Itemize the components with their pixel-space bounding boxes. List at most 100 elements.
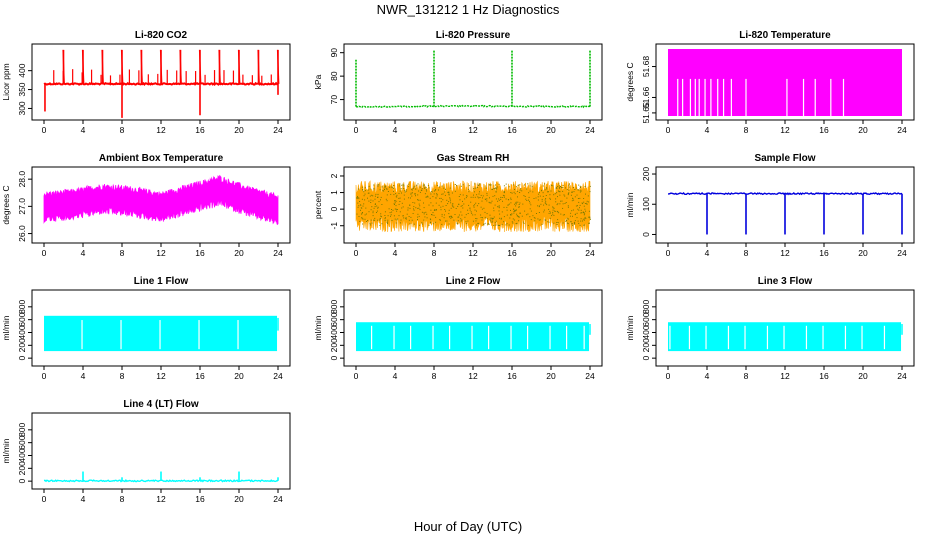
- series-point: [570, 212, 572, 214]
- series-point: [475, 187, 477, 189]
- series-point: [510, 209, 511, 211]
- series-point: [453, 206, 455, 208]
- x-tick-label: 20: [234, 494, 244, 504]
- series-point: [499, 213, 501, 215]
- series-point: [559, 194, 561, 196]
- series-point: [492, 217, 494, 219]
- series-point: [369, 195, 371, 197]
- x-tick-label: 8: [120, 125, 125, 135]
- series-point: [434, 209, 436, 210]
- panel-title: Li-820 CO2: [135, 30, 188, 41]
- series-point: [465, 214, 467, 216]
- series-point: [511, 213, 513, 215]
- series-point: [515, 186, 517, 188]
- y-tick-label: 51.68: [641, 56, 651, 78]
- series-point: [577, 198, 579, 199]
- series-point: [490, 220, 492, 222]
- series-point: [517, 184, 519, 186]
- series-point: [454, 190, 456, 192]
- series-point: [515, 209, 517, 211]
- series-point: [566, 197, 568, 199]
- series-point: [528, 199, 529, 201]
- series-point: [516, 190, 518, 192]
- series-point: [572, 197, 574, 199]
- series-point: [516, 222, 518, 224]
- series-point: [428, 224, 430, 226]
- series-point: [417, 183, 419, 185]
- series-point: [449, 197, 451, 199]
- series-point: [409, 223, 411, 225]
- series-point: [449, 198, 451, 200]
- series-point: [404, 190, 406, 192]
- series-point: [510, 198, 512, 200]
- series-point: [399, 185, 401, 187]
- series-point: [533, 198, 535, 199]
- series-point: [584, 186, 586, 187]
- series-point: [384, 218, 386, 220]
- series-point: [551, 215, 553, 217]
- series-point: [425, 211, 427, 213]
- series-point: [433, 193, 435, 195]
- series-point: [363, 195, 365, 197]
- series-point: [574, 223, 576, 225]
- series-point: [486, 213, 488, 215]
- y-tick-label: 400: [17, 63, 27, 77]
- series-point: [499, 225, 500, 226]
- series-point: [515, 203, 517, 205]
- series-point: [435, 221, 437, 223]
- series-point: [433, 210, 435, 211]
- series-point: [494, 222, 496, 224]
- series-point: [413, 209, 415, 211]
- series-point: [552, 206, 554, 208]
- series-point: [410, 193, 412, 195]
- series-point: [458, 216, 460, 218]
- series-point: [477, 196, 479, 198]
- series-point: [511, 192, 513, 194]
- series-point: [538, 212, 540, 213]
- series-point: [357, 197, 359, 199]
- series-point: [578, 222, 580, 224]
- series-point: [433, 214, 435, 216]
- series-point: [373, 188, 375, 189]
- series-point: [423, 184, 425, 186]
- series-point: [373, 219, 375, 221]
- series-point: [380, 213, 382, 215]
- x-tick-label: 20: [234, 371, 244, 381]
- series-point: [425, 196, 427, 198]
- series-point: [428, 187, 430, 189]
- series-point: [435, 188, 437, 190]
- series-point: [417, 199, 419, 201]
- series-point: [368, 185, 370, 187]
- series-point: [386, 188, 388, 190]
- series-point: [373, 189, 375, 191]
- series-point: [503, 206, 505, 208]
- series-point: [500, 198, 502, 200]
- y-axis-label: percent: [313, 190, 323, 219]
- y-tick-label: 600: [329, 312, 339, 326]
- series-point: [582, 203, 584, 205]
- y-tick-label: 0: [329, 207, 339, 212]
- series-point: [501, 223, 503, 225]
- y-tick-label: 200: [329, 338, 339, 352]
- series-point: [480, 194, 482, 196]
- series-point: [505, 198, 507, 200]
- series-point: [529, 202, 531, 204]
- series-point: [377, 207, 379, 209]
- series-point: [585, 193, 586, 195]
- series-point: [386, 200, 388, 202]
- series-point: [524, 210, 526, 212]
- series-point: [570, 221, 572, 222]
- series: [44, 315, 279, 352]
- x-tick-label: 20: [858, 371, 868, 381]
- series-point: [480, 206, 482, 208]
- series-point: [399, 190, 401, 192]
- panel-title: Ambient Box Temperature: [99, 153, 224, 164]
- series-point: [479, 183, 481, 185]
- series-point: [412, 192, 413, 194]
- series-point: [539, 195, 541, 197]
- series-point: [394, 208, 396, 210]
- series-point: [441, 213, 443, 215]
- x-tick-label: 4: [393, 371, 398, 381]
- series-point: [469, 209, 471, 211]
- series-point: [500, 217, 502, 219]
